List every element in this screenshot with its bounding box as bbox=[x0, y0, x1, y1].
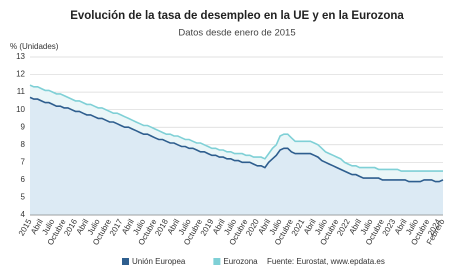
y-axis-label: % (Unidades) bbox=[10, 42, 59, 51]
source: Fuente: Eurostat, www.epdata.es bbox=[267, 257, 385, 266]
area bbox=[30, 97, 443, 215]
legend-label: Eurozona bbox=[223, 257, 258, 266]
chart-title: Evolución de la tasa de desempleo en la … bbox=[70, 10, 404, 22]
line bbox=[29, 84, 443, 172]
chart-subtitle: Datos desde enero de 2015 bbox=[178, 28, 295, 39]
y-tick-label: 11 bbox=[17, 87, 26, 96]
y-tick-label: 4 bbox=[21, 210, 26, 219]
legend-swatch bbox=[122, 258, 129, 265]
legend-swatch bbox=[213, 258, 221, 265]
legend-label: Unión Europea bbox=[132, 257, 186, 266]
y-tick-label: 13 bbox=[16, 52, 25, 61]
y-tick-label: 7 bbox=[21, 157, 26, 166]
y-tick-label: 10 bbox=[16, 105, 25, 114]
y-tick-label: 9 bbox=[21, 122, 26, 131]
line bbox=[29, 96, 444, 183]
y-tick-label: 8 bbox=[21, 140, 26, 149]
y-tick-label: 6 bbox=[21, 175, 26, 184]
y-tick-label: 12 bbox=[16, 70, 25, 79]
y-tick-label: 5 bbox=[21, 193, 26, 202]
